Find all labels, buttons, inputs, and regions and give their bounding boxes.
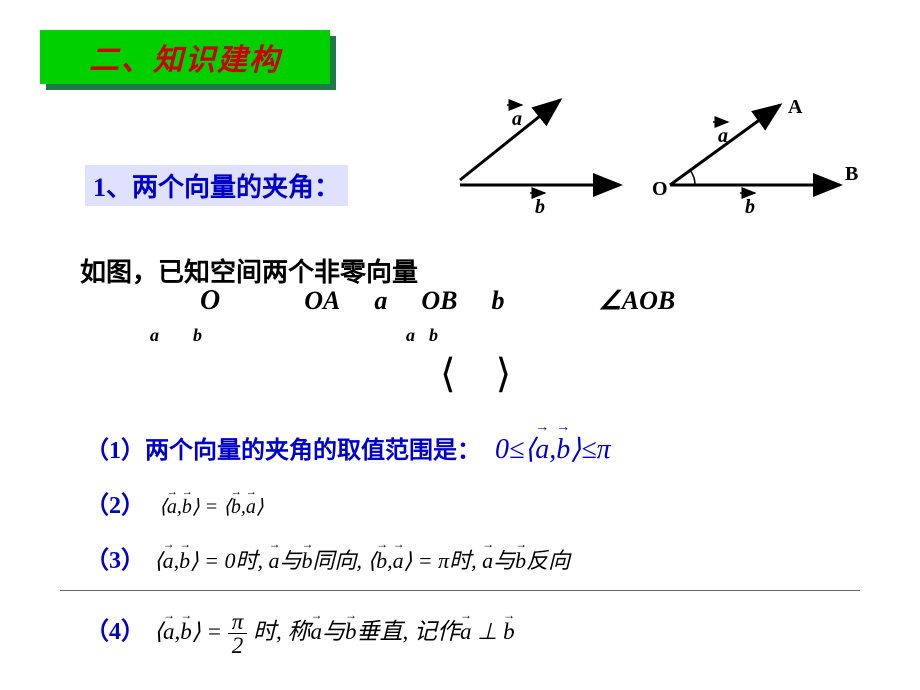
vector-diagram-svg: a b O A B a b	[440, 80, 890, 230]
sym-a: a	[374, 286, 387, 315]
sym-AOB: ∠AOB	[598, 286, 675, 315]
point-b-label: B	[845, 163, 858, 185]
title-front: 二、知识建构	[40, 30, 330, 84]
sym2-b2: b	[429, 325, 438, 345]
sym2-b: b	[193, 325, 202, 345]
angle-brackets: ⟨ ⟩	[440, 350, 511, 397]
bullet-1-label: （1）两个向量的夹角的取值范围是：	[85, 438, 481, 464]
bullet-4-label: （4）	[85, 619, 145, 645]
angle-arc	[690, 170, 695, 185]
math-row-2: a b a b	[150, 325, 750, 346]
bullet-1-formula: 0≤⟨a→,b→⟩≤π	[495, 434, 611, 465]
sym2-a2: a	[406, 325, 415, 345]
bullet-3-row: （3） ⟨a→,b→⟩ = 0时, a→与b→同向, ⟨b→,a→⟩ = π时,…	[85, 540, 890, 575]
sym-OB: OB	[421, 286, 457, 315]
point-a-label: A	[788, 96, 803, 118]
frac-den: 2	[228, 634, 248, 657]
bullet-3-formula: ⟨a→,b→⟩ = 0时, a→与b→同向, ⟨b→,a→⟩ = π时, a→与…	[154, 548, 570, 573]
bullet-1-row: （1）两个向量的夹角的取值范围是： 0≤⟨a→,b→⟩≤π	[85, 430, 890, 466]
sym-O: O	[200, 285, 220, 316]
bullet-2-row: （2） ⟨a→,b→⟩ = ⟨b→,a→⟩	[85, 485, 890, 520]
sym-OA: OA	[304, 286, 340, 315]
subsection-1-label: 1、两个向量的夹角：	[85, 165, 348, 206]
section-title-box: 二、知识建构	[40, 30, 340, 90]
intro-text: 如图，已知空间两个非零向量	[80, 252, 418, 289]
bullet-4-row: （4） ⟨a→,b→⟩ = π 2 时, 称a→与b→垂直, 记作a→ ⊥ b→	[85, 610, 890, 657]
origin-label: O	[652, 178, 668, 200]
bullet-4-formula: ⟨a→,b→⟩ = π 2 时, 称a→与b→垂直, 记作a→ ⊥ b→	[154, 619, 515, 644]
vector-diagram-area: a b O A B a b	[440, 80, 890, 230]
left-vector-a	[460, 100, 560, 180]
frac-num: π	[228, 610, 248, 634]
math-row-1: O OA a OB b ∠AOB	[200, 285, 850, 317]
right-label-b: b	[745, 196, 755, 218]
right-label-a: a	[718, 125, 728, 147]
sym-b: b	[491, 286, 504, 315]
bullet-2-label: （2）	[85, 493, 145, 519]
divider-line	[60, 590, 860, 592]
bullet-3-label: （3）	[85, 548, 145, 574]
bullet-2-formula: ⟨a→,b→⟩ = ⟨b→,a→⟩	[159, 496, 264, 518]
left-label-b: b	[535, 196, 545, 218]
sym2-a: a	[150, 325, 159, 345]
left-label-a: a	[512, 108, 522, 130]
